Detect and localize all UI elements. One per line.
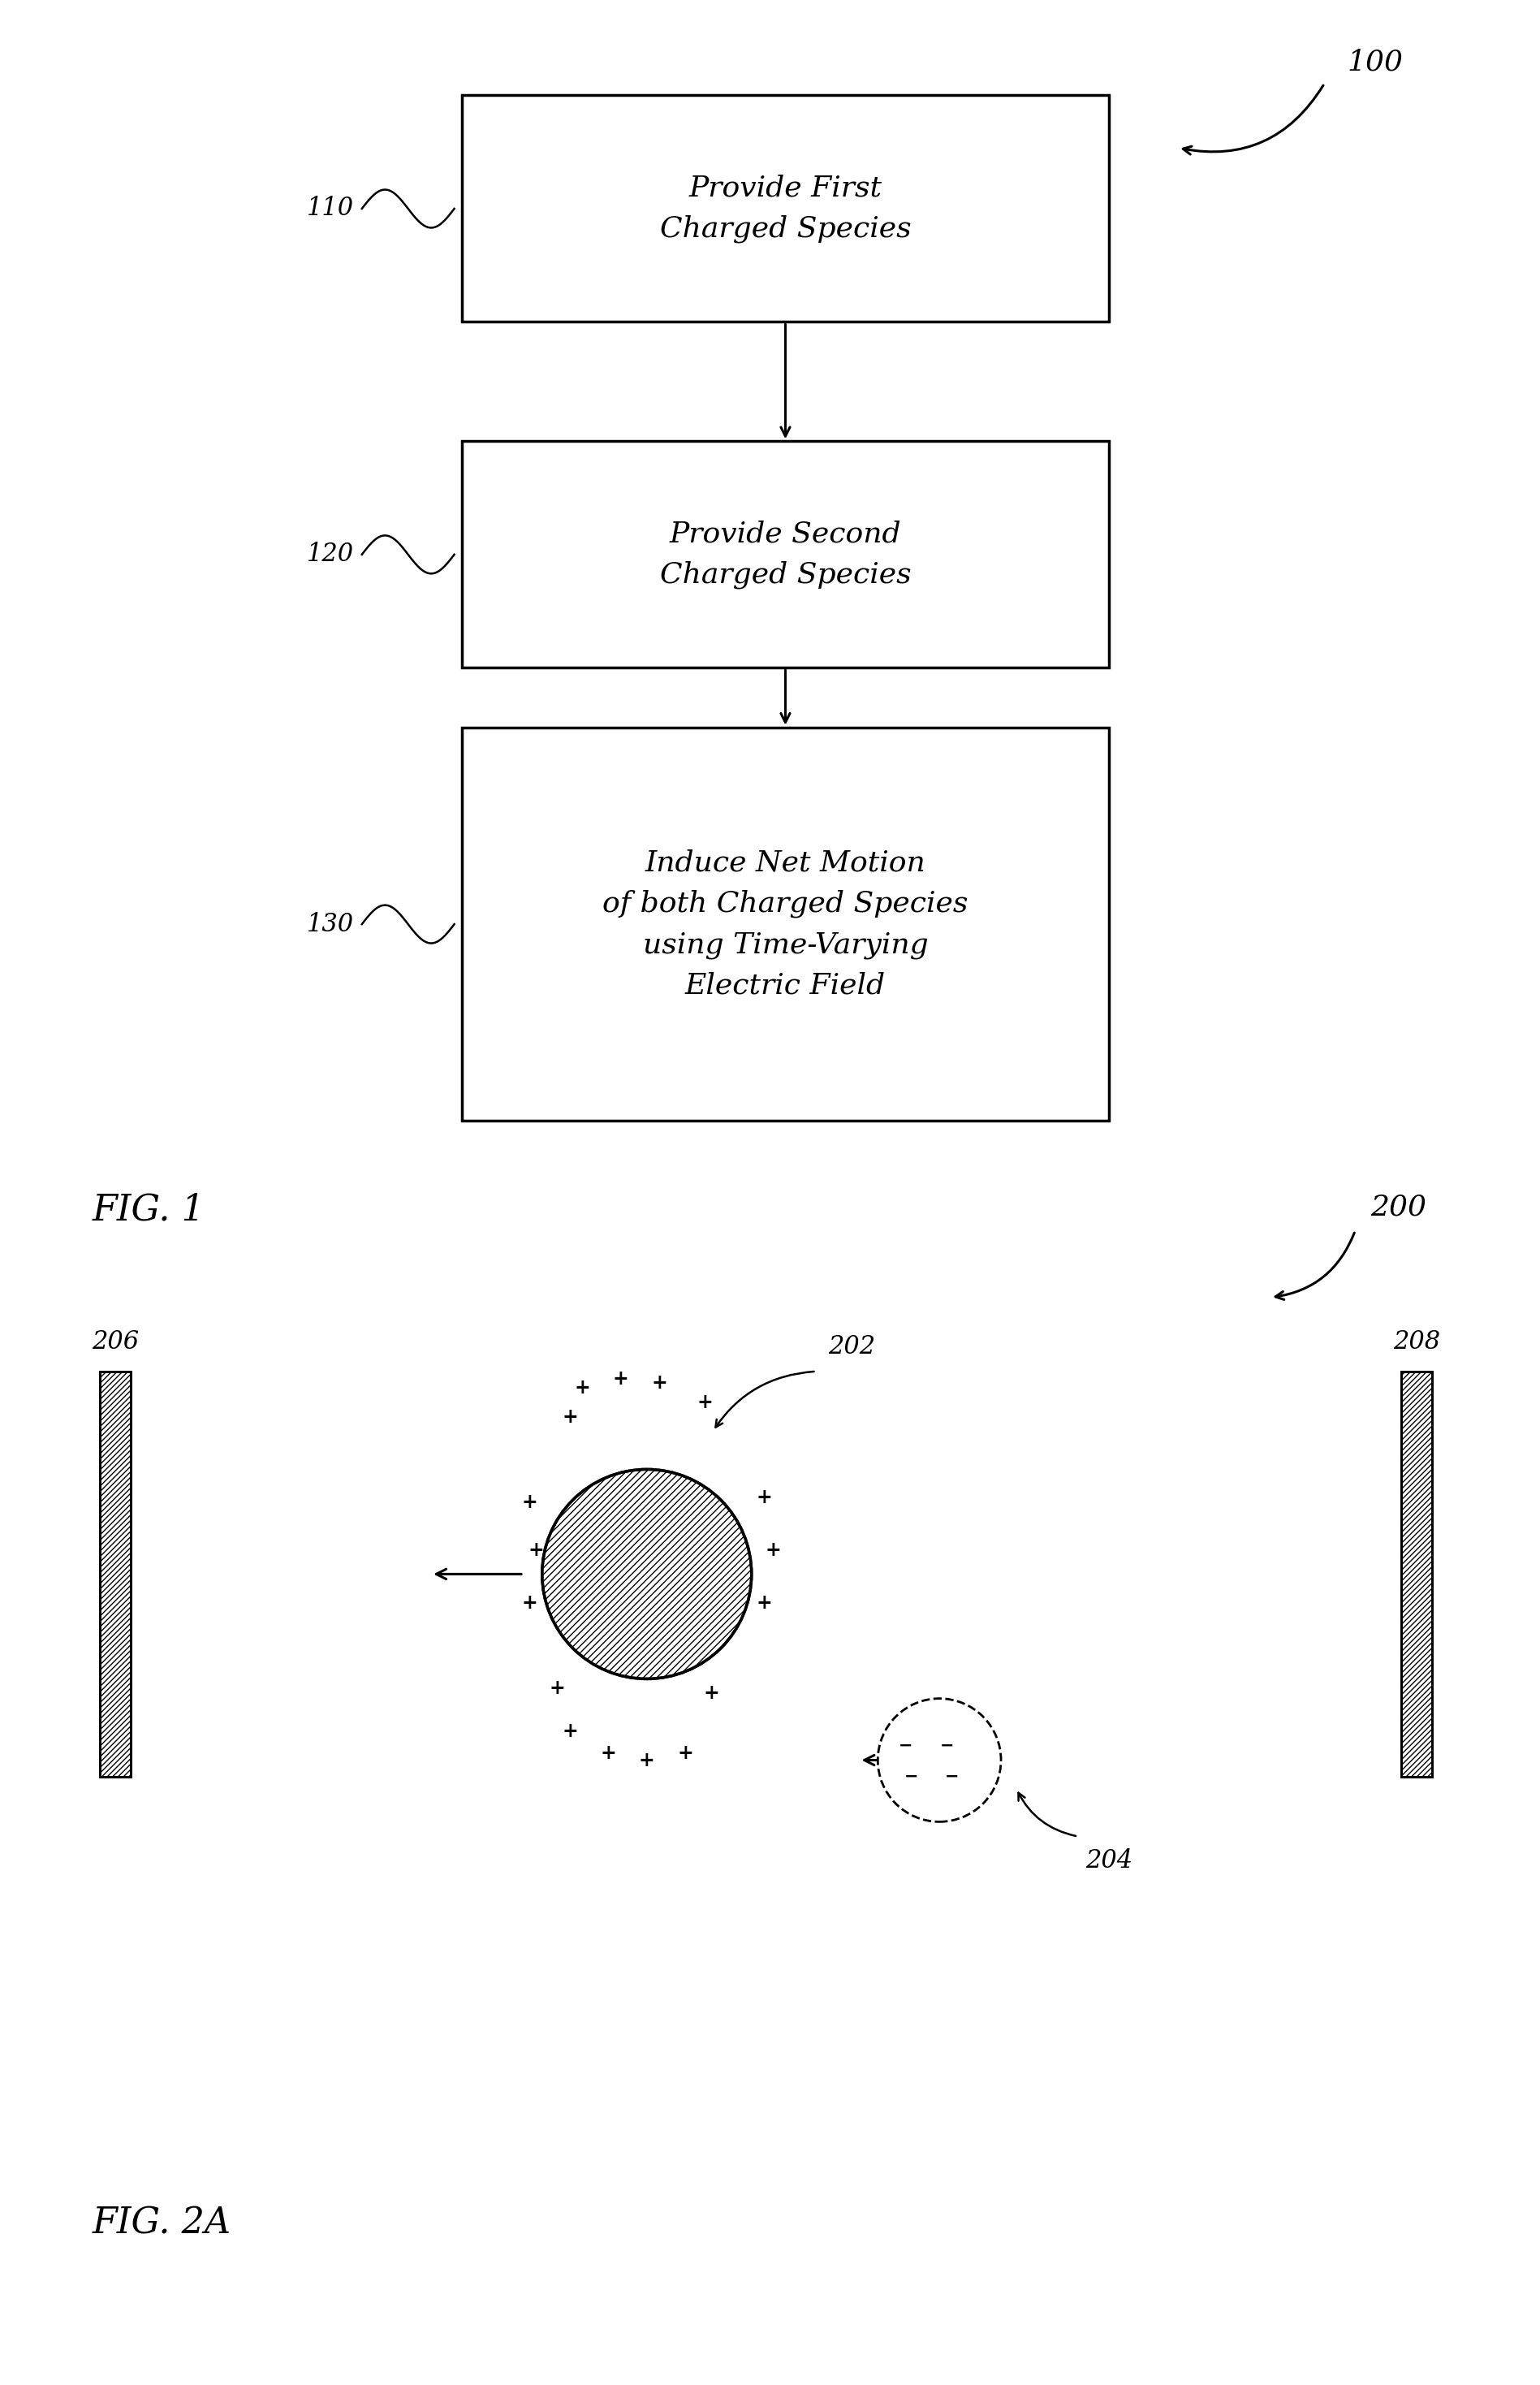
Text: +: + <box>574 1379 590 1398</box>
Text: +: + <box>765 1541 781 1560</box>
Text: 202: 202 <box>829 1333 876 1359</box>
Text: 206: 206 <box>92 1328 139 1355</box>
Text: 100: 100 <box>1348 48 1403 76</box>
Text: Provide First
Charged Species: Provide First Charged Species <box>659 174 912 243</box>
FancyBboxPatch shape <box>462 727 1109 1121</box>
Text: 120: 120 <box>306 541 354 568</box>
FancyBboxPatch shape <box>462 95 1109 322</box>
Text: 110: 110 <box>306 196 354 222</box>
Text: +: + <box>601 1743 616 1763</box>
Text: 130: 130 <box>306 911 354 937</box>
Text: −: − <box>939 1739 955 1753</box>
Text: +: + <box>562 1722 578 1741</box>
Text: +: + <box>613 1369 628 1388</box>
Text: +: + <box>550 1679 565 1698</box>
Text: 204: 204 <box>1086 1848 1133 1875</box>
Text: +: + <box>522 1493 537 1512</box>
Text: +: + <box>651 1374 667 1393</box>
Text: −: − <box>944 1770 959 1784</box>
Text: +: + <box>562 1407 578 1426</box>
Text: +: + <box>756 1593 772 1612</box>
Bar <box>1401 1371 1432 1777</box>
Text: −: − <box>898 1739 913 1753</box>
Text: Provide Second
Charged Species: Provide Second Charged Species <box>659 520 912 589</box>
Text: 200: 200 <box>1371 1192 1426 1221</box>
Text: +: + <box>704 1684 719 1703</box>
Ellipse shape <box>878 1698 1001 1822</box>
Text: Induce Net Motion
of both Charged Species
using Time-Varying
Electric Field: Induce Net Motion of both Charged Specie… <box>602 849 969 999</box>
Text: +: + <box>639 1751 654 1770</box>
Text: FIG. 1: FIG. 1 <box>92 1192 205 1228</box>
Text: +: + <box>528 1541 544 1560</box>
Text: +: + <box>756 1488 772 1507</box>
Bar <box>100 1371 131 1777</box>
Bar <box>1401 1371 1432 1777</box>
Text: −: − <box>904 1770 919 1784</box>
Text: +: + <box>678 1743 693 1763</box>
Bar <box>100 1371 131 1777</box>
Text: +: + <box>522 1593 537 1612</box>
Text: +: + <box>698 1393 713 1412</box>
Text: FIG. 2A: FIG. 2A <box>92 2206 231 2242</box>
Text: 208: 208 <box>1394 1328 1440 1355</box>
FancyBboxPatch shape <box>462 441 1109 668</box>
